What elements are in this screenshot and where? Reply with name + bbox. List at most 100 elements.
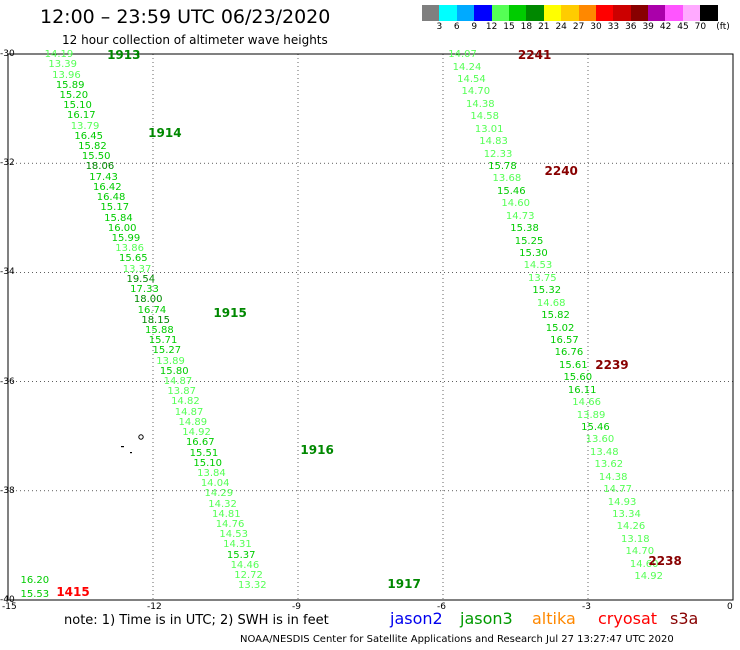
wave-height-label: 15.10 <box>193 457 223 469</box>
wave-height-label: 14.92 <box>182 427 211 439</box>
wave-height-label: 15.46 <box>496 185 526 197</box>
wave-height-label: 13.87 <box>167 386 196 398</box>
wave-height-label: 14.53 <box>219 529 249 541</box>
color-tick-label: 70 <box>694 22 707 32</box>
wave-height-label: 15.02 <box>545 322 575 334</box>
color-tick-label: 24 <box>555 22 567 32</box>
wave-height-label: 15.82 <box>541 310 570 322</box>
wave-height-label: 13.89 <box>156 355 185 367</box>
wave-height-label: 14.82 <box>171 396 200 408</box>
color-swatch <box>648 5 666 21</box>
color-tick-label: 21 <box>538 22 550 32</box>
wave-height-label: 14.60 <box>501 198 531 210</box>
wave-height-label: 13.84 <box>197 467 226 479</box>
wave-height-label: 14.38 <box>598 471 628 483</box>
color-tick-label: 42 <box>659 22 672 32</box>
color-tick-label: 36 <box>625 22 637 32</box>
wave-height-label: 12.33 <box>483 148 513 160</box>
color-swatch <box>491 5 509 21</box>
color-tick-label: 9 <box>471 22 478 32</box>
wave-height-label: 15.99 <box>111 232 141 244</box>
pass-label: 1915 <box>213 306 247 321</box>
wave-height-label: 16.67 <box>185 437 215 449</box>
color-tick-label: 39 <box>642 22 654 32</box>
wave-height-label: 15.89 <box>55 79 85 91</box>
pass-label: 2239 <box>595 358 629 373</box>
color-swatch <box>578 5 596 21</box>
wave-height-label: 13.01 <box>474 123 504 135</box>
map-border <box>7 53 734 601</box>
wave-height-label: 18.00 <box>133 294 163 306</box>
pass-label: 2241 <box>517 48 552 63</box>
wave-height-label: 14.70 <box>625 546 655 558</box>
legend-item-altika: altika <box>532 609 576 628</box>
wave-height-label: 16.20 <box>20 575 50 587</box>
wave-height-label: 13.79 <box>70 120 100 132</box>
wave-height-label: 15.25 <box>514 235 544 247</box>
wave-height-label: 15.27 <box>152 345 182 357</box>
wave-height-label: 15.38 <box>510 223 539 235</box>
island-shape <box>121 434 144 454</box>
pass-label: 1913 <box>107 48 141 63</box>
color-swatch <box>630 5 649 21</box>
wave-height-label: 14.04 <box>200 478 230 490</box>
legend-item-cryosat: cryosat <box>598 609 658 628</box>
wave-height-label: 15.80 <box>159 365 189 377</box>
wave-height-label: 14.87 <box>174 406 204 418</box>
wave-height-label: 14.68 <box>536 297 566 309</box>
wave-height-label: 16.74 <box>137 304 167 316</box>
color-swatch <box>595 5 614 21</box>
wave-height-label: 14.24 <box>452 61 482 73</box>
wave-height-label: 14.87 <box>163 376 193 388</box>
color-swatch <box>665 5 683 21</box>
wave-height-label: 13.32 <box>238 580 267 592</box>
wave-height-label: 16.57 <box>550 334 579 346</box>
wave-height-label: 13.37 <box>122 263 152 275</box>
wave-height-label: 13.60 <box>585 434 615 446</box>
wave-height-label: 19.54 <box>126 273 156 285</box>
wave-height-label: 16.48 <box>96 192 126 204</box>
wave-height-label: 15.20 <box>59 89 89 101</box>
lat-tick-label: -32 <box>0 158 15 169</box>
lon-tick-label: -3 <box>582 602 591 612</box>
wave-height-label: 15.37 <box>226 549 256 561</box>
legend-item-s3a: s3a <box>670 609 699 628</box>
wave-height-label: 16.45 <box>74 130 104 142</box>
legend-item-jason3: jason3 <box>460 609 513 628</box>
wave-height-label: 14.31 <box>223 539 252 551</box>
color-tick-label: 27 <box>572 22 585 32</box>
wave-height-label: 14.92 <box>634 571 663 583</box>
wave-height-label: 15.84 <box>104 212 133 224</box>
wave-height-label: 14.26 <box>616 521 646 533</box>
lat-tick-label: -36 <box>0 376 15 387</box>
lon-tick-label: -12 <box>147 602 162 612</box>
wave-height-label: 14.89 <box>178 416 208 428</box>
wave-height-label: 15.71 <box>148 335 178 347</box>
color-swatch <box>439 5 457 21</box>
color-tick-label: 3 <box>436 22 443 32</box>
wave-height-label: 12.72 <box>234 570 263 582</box>
wave-height-label: 14.53 <box>523 260 553 272</box>
pass-label: 2238 <box>648 553 682 568</box>
wave-height-label: 16.42 <box>93 181 122 193</box>
color-swatch <box>508 5 527 21</box>
footnote: note: 1) Time is in UTC; 2) SWH is in fe… <box>64 613 329 628</box>
wave-height-label: 18.15 <box>141 314 170 326</box>
credit-line: NOAA/NESDIS Center for Satellite Applica… <box>240 634 674 645</box>
wave-height-label: 14.38 <box>465 98 495 110</box>
wave-height-label: 15.65 <box>119 253 148 265</box>
wave-height-label: 14.19 <box>44 49 74 61</box>
wave-height-label: 16.11 <box>567 384 597 396</box>
wave-height-label: 14.46 <box>230 559 260 571</box>
lat-tick-label: -38 <box>0 485 15 496</box>
wave-height-label: 15.82 <box>78 141 107 153</box>
pass-label: 1917 <box>387 576 421 591</box>
color-swatch <box>561 5 579 21</box>
lon-tick-label: -6 <box>437 602 446 612</box>
wave-height-label: 14.93 <box>607 496 637 508</box>
wave-height-label: 14.60 <box>629 558 659 570</box>
wave-height-label: 13.68 <box>492 173 522 185</box>
wave-height-label: 15.88 <box>145 324 174 336</box>
color-swatch <box>700 5 718 21</box>
